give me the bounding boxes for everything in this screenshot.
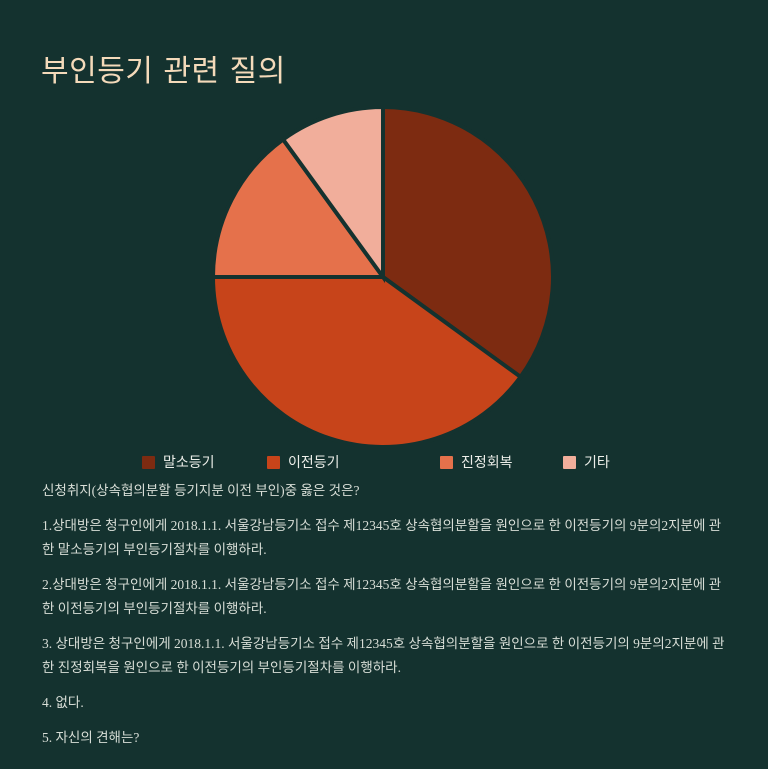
legend-swatch bbox=[142, 455, 155, 469]
question-option-5: 5. 자신의 견해는? bbox=[42, 730, 140, 745]
legend-item-jinjeong: 진정회복 bbox=[440, 452, 513, 472]
legend-swatch bbox=[267, 455, 280, 469]
pie-chart bbox=[210, 104, 555, 449]
pie-chart-container bbox=[210, 104, 555, 449]
pie-slice-1 bbox=[381, 104, 555, 380]
question-option-4: 4. 없다. bbox=[42, 695, 84, 710]
legend-label: 말소등기 bbox=[163, 455, 215, 471]
legend-item-gita: 기타 bbox=[563, 452, 610, 472]
question-prompt: 신청취지(상속협의분할 등기지분 이전 부인)중 옳은 것은? bbox=[42, 483, 360, 498]
legend-item-ijeon: 이전등기 bbox=[267, 452, 340, 472]
pie-slice-3 bbox=[210, 136, 387, 279]
question-block: 신청취지(상속협의분할 등기지분 이전 부인)중 옳은 것은? 1.상대방은 청… bbox=[42, 479, 731, 761]
legend-swatch bbox=[563, 455, 576, 469]
legend-swatch bbox=[440, 455, 453, 469]
legend-item-malso: 말소등기 bbox=[142, 452, 215, 472]
question-option-1: 1.상대방은 청구인에게 2018.1.1. 서울강남등기소 접수 제12345… bbox=[42, 518, 722, 557]
pie-slice-2 bbox=[210, 275, 524, 449]
legend-label: 이전등기 bbox=[288, 455, 340, 471]
legend-label: 기타 bbox=[584, 455, 610, 471]
legend-label: 진정회복 bbox=[461, 455, 513, 471]
question-option-3: 3. 상대방은 청구인에게 2018.1.1. 서울강남등기소 접수 제1234… bbox=[42, 636, 725, 675]
question-option-2: 2.상대방은 청구인에게 2018.1.1. 서울강남등기소 접수 제12345… bbox=[42, 577, 722, 616]
pie-slice-4 bbox=[280, 104, 385, 284]
page-title: 부인등기 관련 질의 bbox=[41, 54, 286, 90]
chart-legend: 말소등기 이전등기 진정회복 기타 bbox=[0, 452, 768, 474]
